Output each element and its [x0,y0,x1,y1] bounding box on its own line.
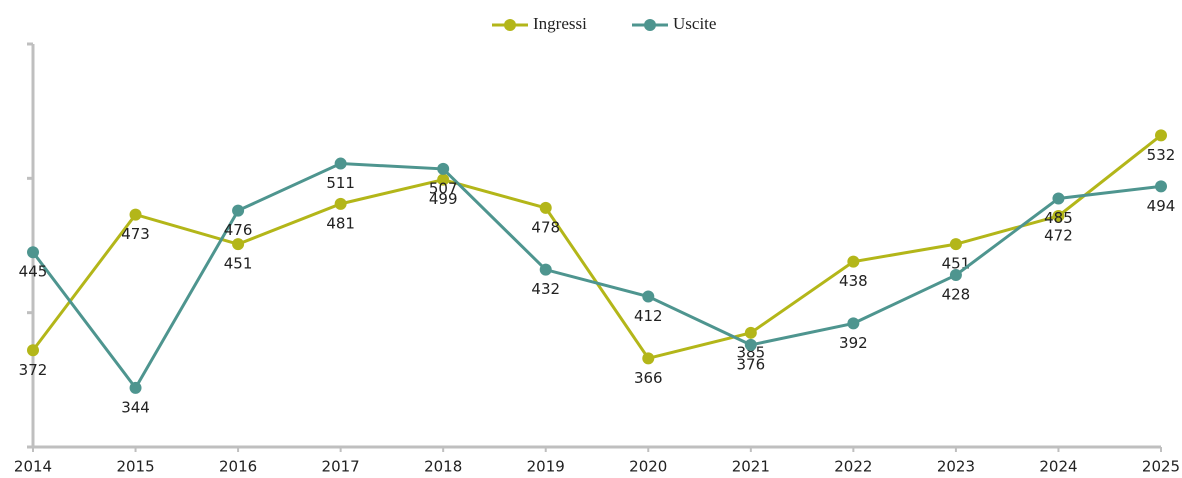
legend-marker [644,19,656,31]
x-tick-label: 2014 [14,458,52,476]
data-point [642,290,655,303]
data-point [847,317,860,330]
x-tick-label: 2021 [732,458,770,476]
data-point [949,269,962,282]
data-label: 428 [942,286,971,304]
data-label: 507 [429,179,458,197]
data-point [539,263,552,276]
data-label: 478 [531,218,560,236]
data-label: 366 [634,369,663,387]
data-point [27,246,39,259]
data-label: 412 [634,307,663,325]
data-point [642,352,655,365]
data-label: 476 [224,221,253,239]
data-point [334,197,347,210]
x-tick-label: 2018 [424,458,462,476]
legend-marker [504,19,516,31]
x-tick-label: 2024 [1039,458,1077,476]
data-point [129,381,142,394]
x-tick-label: 2016 [219,458,257,476]
data-point [129,208,142,221]
data-label: 472 [1044,226,1073,244]
data-point [539,201,552,214]
data-point [1155,129,1167,142]
data-point [437,162,450,175]
legend-label: Uscite [673,14,716,33]
x-tick-label: 2020 [629,458,667,476]
data-point [232,238,245,251]
x-tick-label: 2017 [322,458,360,476]
data-point [232,204,245,217]
x-tick-label: 2025 [1142,458,1180,476]
data-point [27,344,39,357]
data-label: 376 [736,355,765,373]
series-line [31,162,1162,391]
data-point [1052,192,1065,205]
data-label: 344 [121,398,150,416]
data-point [1155,180,1167,193]
data-point [949,238,962,251]
data-label: 392 [839,334,868,352]
data-label: 432 [531,280,560,298]
data-point [744,338,757,351]
x-tick-label: 2023 [937,458,975,476]
data-label: 438 [839,272,868,290]
data-label: 481 [326,214,355,232]
legend-label: Ingressi [533,14,587,33]
data-label: 385 [736,343,765,361]
data-label: 494 [1147,197,1176,215]
data-label: 511 [326,174,355,192]
data-label: 445 [19,263,48,281]
data-point [847,255,860,268]
data-point [437,173,450,186]
data-label: 532 [1147,146,1176,164]
x-tick-label: 2019 [527,458,565,476]
x-tick-label: 2022 [834,458,872,476]
data-label: 485 [1044,209,1073,227]
data-point [334,157,347,170]
x-tick-label: 2015 [116,458,154,476]
data-point [1052,209,1065,222]
data-label: 451 [224,255,253,273]
data-label: 372 [19,361,48,379]
data-label: 473 [121,225,150,243]
data-point [744,326,757,339]
data-label: 499 [429,190,458,208]
